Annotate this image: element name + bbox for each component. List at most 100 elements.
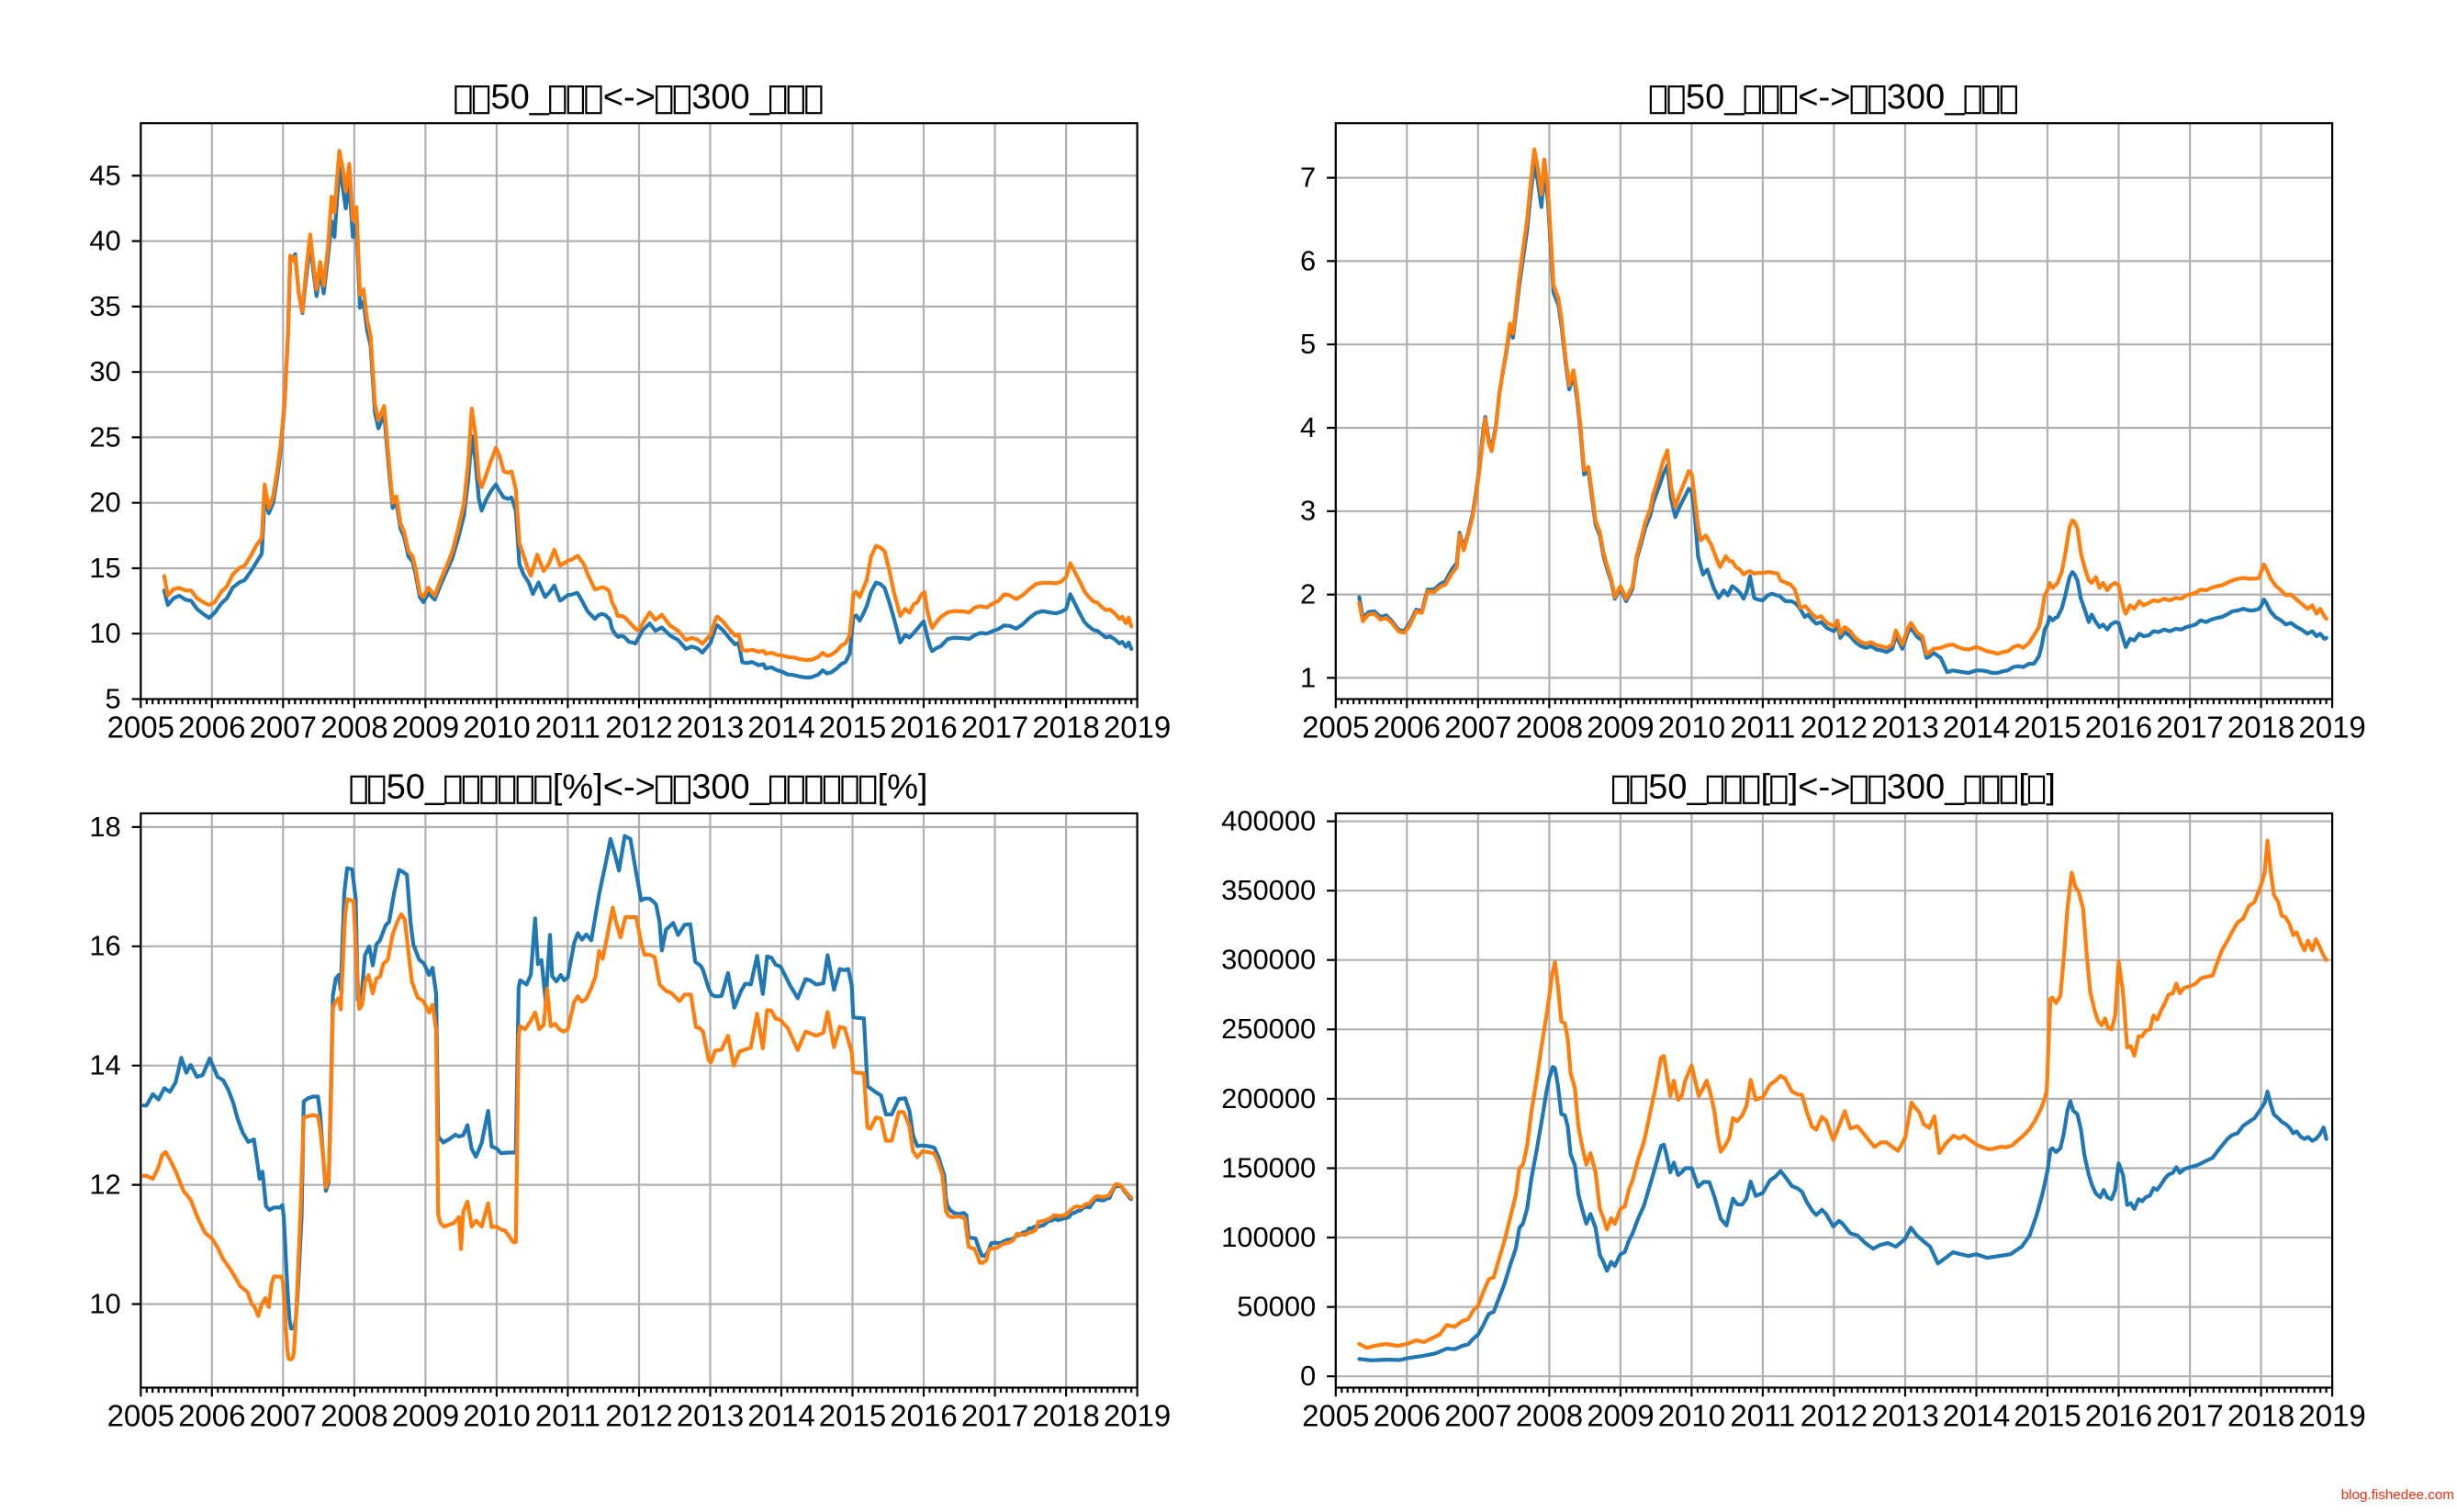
svg-text:2015: 2015 <box>2014 711 2081 745</box>
svg-text:1: 1 <box>1300 661 1316 693</box>
svg-text:50_: 50_ <box>1648 768 1707 807</box>
svg-text:]: ] <box>2046 768 2056 807</box>
svg-text:2013: 2013 <box>1871 1399 1938 1433</box>
svg-text:2009: 2009 <box>1587 1399 1654 1433</box>
svg-text:300_: 300_ <box>691 768 770 807</box>
svg-text:25: 25 <box>89 420 120 453</box>
svg-text:10: 10 <box>89 617 120 649</box>
svg-text:50_: 50_ <box>387 768 445 807</box>
svg-text:2008: 2008 <box>1516 1399 1583 1433</box>
svg-text:4: 4 <box>1300 411 1316 443</box>
svg-text:7: 7 <box>1300 162 1316 194</box>
svg-text:2012: 2012 <box>605 1399 672 1433</box>
svg-text:2009: 2009 <box>392 711 459 745</box>
svg-text:20: 20 <box>89 487 120 519</box>
svg-text:250000: 250000 <box>1221 1013 1316 1045</box>
svg-text:2016: 2016 <box>2085 1399 2152 1433</box>
svg-text:2009: 2009 <box>392 1399 459 1433</box>
svg-text:2008: 2008 <box>320 1399 387 1433</box>
svg-text:300000: 300000 <box>1221 944 1316 976</box>
svg-text:<->: <-> <box>1798 78 1850 117</box>
svg-text:2007: 2007 <box>1444 711 1511 745</box>
svg-text:3: 3 <box>1300 495 1316 527</box>
svg-text:2006: 2006 <box>1374 711 1441 745</box>
svg-text:12: 12 <box>89 1169 120 1201</box>
svg-text:6: 6 <box>1300 244 1316 276</box>
svg-text:2011: 2011 <box>1730 1399 1795 1433</box>
svg-text:2014: 2014 <box>1943 1399 2010 1433</box>
svg-text:30: 30 <box>89 355 120 387</box>
svg-text:2010: 2010 <box>1658 1399 1725 1433</box>
svg-text:2017: 2017 <box>2156 1399 2223 1433</box>
svg-text:350000: 350000 <box>1221 874 1316 906</box>
svg-text:200000: 200000 <box>1221 1082 1316 1114</box>
svg-text:2013: 2013 <box>677 711 744 745</box>
svg-text:2013: 2013 <box>677 1399 744 1433</box>
svg-text:2010: 2010 <box>463 711 530 745</box>
svg-text:2011: 2011 <box>535 1399 600 1433</box>
svg-text:2014: 2014 <box>1943 711 2010 745</box>
svg-text:blog.fishedee.com: blog.fishedee.com <box>2341 1487 2454 1503</box>
svg-text:100000: 100000 <box>1221 1221 1316 1253</box>
svg-text:5: 5 <box>106 682 121 714</box>
svg-text:45: 45 <box>89 159 120 191</box>
svg-text:2018: 2018 <box>2227 1399 2294 1433</box>
svg-text:2019: 2019 <box>1104 711 1171 745</box>
svg-text:0: 0 <box>1300 1360 1316 1392</box>
svg-text:50_: 50_ <box>1686 78 1745 117</box>
svg-text:2015: 2015 <box>819 711 886 745</box>
svg-text:2005: 2005 <box>107 1399 174 1433</box>
svg-text:2006: 2006 <box>178 711 245 745</box>
svg-text:2016: 2016 <box>890 711 957 745</box>
svg-text:50_: 50_ <box>490 78 549 117</box>
svg-text:50000: 50000 <box>1237 1291 1316 1323</box>
svg-text:2015: 2015 <box>2014 1399 2081 1433</box>
svg-text:300_: 300_ <box>691 78 770 117</box>
svg-text:2014: 2014 <box>747 711 814 745</box>
svg-text:2012: 2012 <box>1801 1399 1868 1433</box>
svg-text:2018: 2018 <box>2227 711 2294 745</box>
svg-text:2018: 2018 <box>1032 711 1099 745</box>
svg-text:2006: 2006 <box>178 1399 245 1433</box>
svg-text:2006: 2006 <box>1374 1399 1441 1433</box>
svg-text:2: 2 <box>1300 578 1316 610</box>
svg-text:2010: 2010 <box>463 1399 530 1433</box>
svg-text:15: 15 <box>89 552 120 584</box>
svg-text:2011: 2011 <box>1730 711 1795 745</box>
svg-text:35: 35 <box>89 290 120 322</box>
svg-text:2017: 2017 <box>2156 711 2223 745</box>
svg-text:2009: 2009 <box>1587 711 1654 745</box>
svg-text:2013: 2013 <box>1871 711 1938 745</box>
svg-text:2010: 2010 <box>1658 711 1725 745</box>
svg-text:2005: 2005 <box>1302 1399 1369 1433</box>
svg-text:2016: 2016 <box>890 1399 957 1433</box>
svg-text:150000: 150000 <box>1221 1151 1316 1183</box>
svg-text:2019: 2019 <box>2298 711 2365 745</box>
svg-text:16: 16 <box>89 930 120 962</box>
svg-text:5: 5 <box>1300 328 1316 360</box>
svg-text:18: 18 <box>89 811 120 843</box>
svg-text:2012: 2012 <box>1801 711 1868 745</box>
svg-text:2016: 2016 <box>2085 711 2152 745</box>
svg-text:[: [ <box>1761 768 1771 807</box>
svg-text:2014: 2014 <box>747 1399 814 1433</box>
svg-text:<->: <-> <box>603 78 656 117</box>
svg-text:2008: 2008 <box>1516 711 1583 745</box>
svg-text:14: 14 <box>89 1049 120 1081</box>
svg-text:2019: 2019 <box>1104 1399 1171 1433</box>
svg-text:10: 10 <box>89 1287 120 1319</box>
svg-text:2017: 2017 <box>961 711 1028 745</box>
svg-text:[%]<->: [%]<-> <box>553 768 656 807</box>
svg-text:2015: 2015 <box>819 1399 886 1433</box>
svg-text:[: [ <box>2018 768 2028 807</box>
svg-text:2012: 2012 <box>605 711 672 745</box>
svg-text:2011: 2011 <box>535 711 600 745</box>
svg-text:2005: 2005 <box>107 711 174 745</box>
svg-text:2007: 2007 <box>1444 1399 1511 1433</box>
svg-text:300_: 300_ <box>1887 768 1966 807</box>
svg-text:2007: 2007 <box>250 711 317 745</box>
svg-text:40: 40 <box>89 225 120 257</box>
svg-text:]<->: ]<-> <box>1789 768 1851 807</box>
svg-text:300_: 300_ <box>1887 78 1966 117</box>
svg-text:2019: 2019 <box>2298 1399 2365 1433</box>
